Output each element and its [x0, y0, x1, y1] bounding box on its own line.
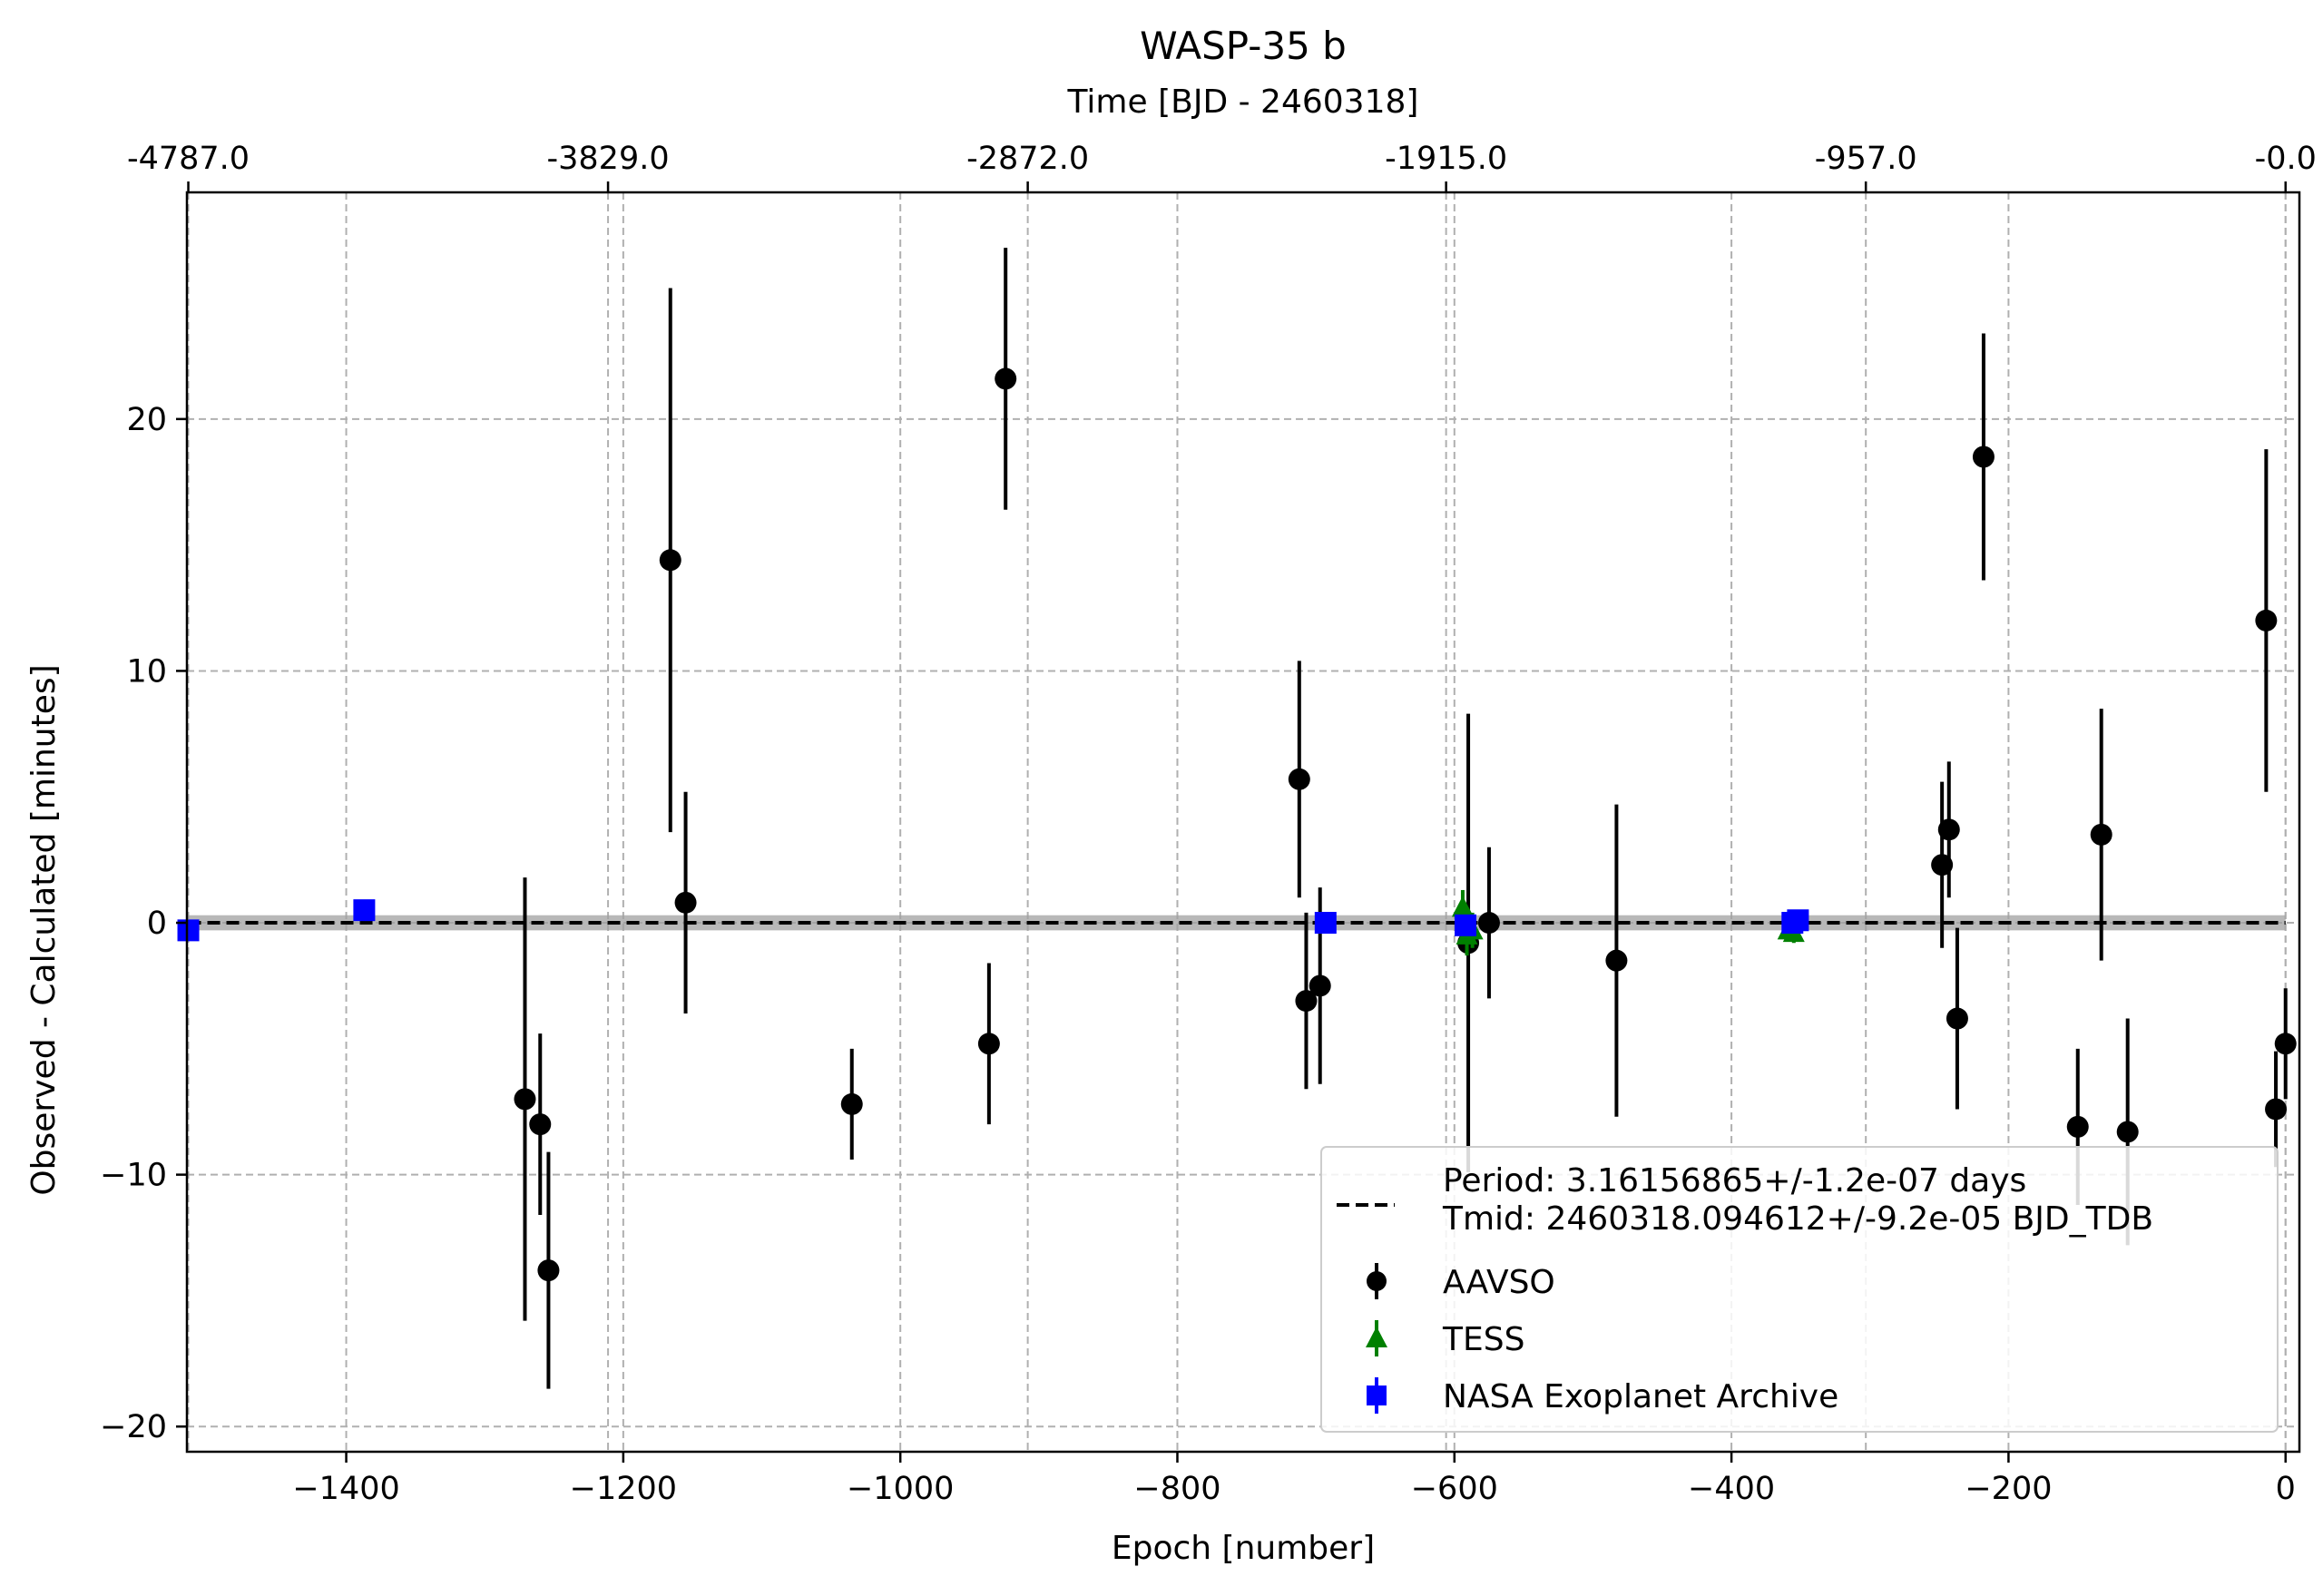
aavso-point — [1288, 768, 1310, 790]
x-tick-label: −400 — [1688, 1471, 1775, 1507]
aavso-point — [1295, 990, 1318, 1013]
series-aavso — [514, 248, 2297, 1389]
x-tick-label: −800 — [1133, 1471, 1220, 1507]
aavso-point — [2066, 1115, 2089, 1138]
x-tick-label: −200 — [1965, 1471, 2052, 1507]
aavso-point — [1972, 446, 1995, 468]
top-x-tick-label: -957.0 — [1815, 141, 1917, 177]
x-tick-label: 0 — [2276, 1471, 2296, 1507]
aavso-point — [2255, 609, 2278, 632]
legend-aavso-label: AAVSO — [1443, 1264, 1555, 1301]
top-axis-label: Time [BJD - 2460318] — [1067, 83, 1419, 121]
aavso-point — [1946, 1007, 1968, 1030]
aavso-point — [2265, 1098, 2288, 1121]
top-x-tick-label: -0.0 — [2255, 141, 2317, 177]
plot-frame — [185, 191, 2301, 1454]
aavso-point — [1477, 912, 1500, 935]
x-axis-label: Epoch [number] — [1112, 1530, 1375, 1567]
aavso-point — [674, 891, 697, 914]
legend-tess-swatch — [1366, 1320, 1387, 1356]
nasa-exoplanet-archive-point — [1314, 912, 1337, 935]
aavso-point — [2090, 823, 2112, 846]
aavso-point — [529, 1113, 552, 1136]
series-nasa-exoplanet-archive — [177, 899, 1809, 942]
top-x-tick-label: -1915.0 — [1385, 141, 1507, 177]
nasa-exoplanet-archive-point — [1455, 914, 1477, 936]
legend-nasa-swatch — [1367, 1377, 1387, 1414]
nasa-exoplanet-archive-point — [1787, 909, 1809, 932]
legend-fit-label-line-1: Period: 3.16156865+/-1.2e-07 days — [1443, 1162, 2026, 1199]
top-x-tick-label: -4787.0 — [127, 141, 250, 177]
aavso-point — [2116, 1121, 2139, 1143]
y-tick-label: 10 — [126, 653, 167, 690]
top-x-tick-label: -3829.0 — [547, 141, 670, 177]
legend-nasa-label: NASA Exoplanet Archive — [1443, 1378, 1838, 1415]
data-series — [177, 248, 2297, 1389]
y-tick-label: 20 — [126, 402, 167, 438]
aavso-point — [840, 1092, 863, 1115]
aavso-point — [977, 1033, 1000, 1055]
aavso-point — [1937, 818, 1960, 841]
y-axis-ticks: −20 −10 0 10 20 — [100, 402, 187, 1445]
aavso-point — [514, 1088, 536, 1111]
aavso-point — [1605, 949, 1628, 972]
x-tick-label: −1200 — [570, 1471, 677, 1507]
legend: Period: 3.16156865+/-1.2e-07 days Tmid: … — [1320, 1146, 2279, 1433]
legend-aavso-swatch — [1367, 1263, 1387, 1299]
nasa-exoplanet-archive-point — [177, 919, 200, 942]
y-axis-label: Observed - Calculated [minutes] — [25, 664, 63, 1195]
y-tick-label: −20 — [100, 1409, 167, 1445]
x-tick-label: −1000 — [847, 1471, 954, 1507]
x-tick-label: −600 — [1411, 1471, 1498, 1507]
legend-tess-label: TESS — [1442, 1321, 1524, 1358]
top-axis-ticks: -4787.0 -3829.0 -2872.0 -1915.0 -957.0 -0.0 — [127, 141, 2317, 192]
x-axis-ticks: −1400 −1200 −1000 −800 −600 −400 −200 0 — [292, 1452, 2296, 1507]
chart-title: WASP-35 b — [1140, 24, 1347, 68]
aavso-point — [1309, 974, 1331, 997]
legend-box — [1320, 1146, 2279, 1433]
aavso-point — [2274, 1033, 2297, 1055]
tess-point — [1451, 896, 1474, 917]
top-x-tick-label: -2872.0 — [966, 141, 1089, 177]
grid — [187, 192, 2299, 1452]
legend-fit-label-line-2: Tmid: 2460318.094612+/-9.2e-05 BJD_TDB — [1442, 1200, 2153, 1238]
y-tick-label: −10 — [100, 1158, 167, 1194]
nasa-exoplanet-archive-point — [353, 899, 376, 922]
y-tick-label: 0 — [147, 906, 167, 942]
aavso-point — [537, 1259, 560, 1282]
aavso-point — [995, 367, 1017, 390]
x-tick-label: −1400 — [292, 1471, 399, 1507]
aavso-point — [659, 549, 681, 572]
